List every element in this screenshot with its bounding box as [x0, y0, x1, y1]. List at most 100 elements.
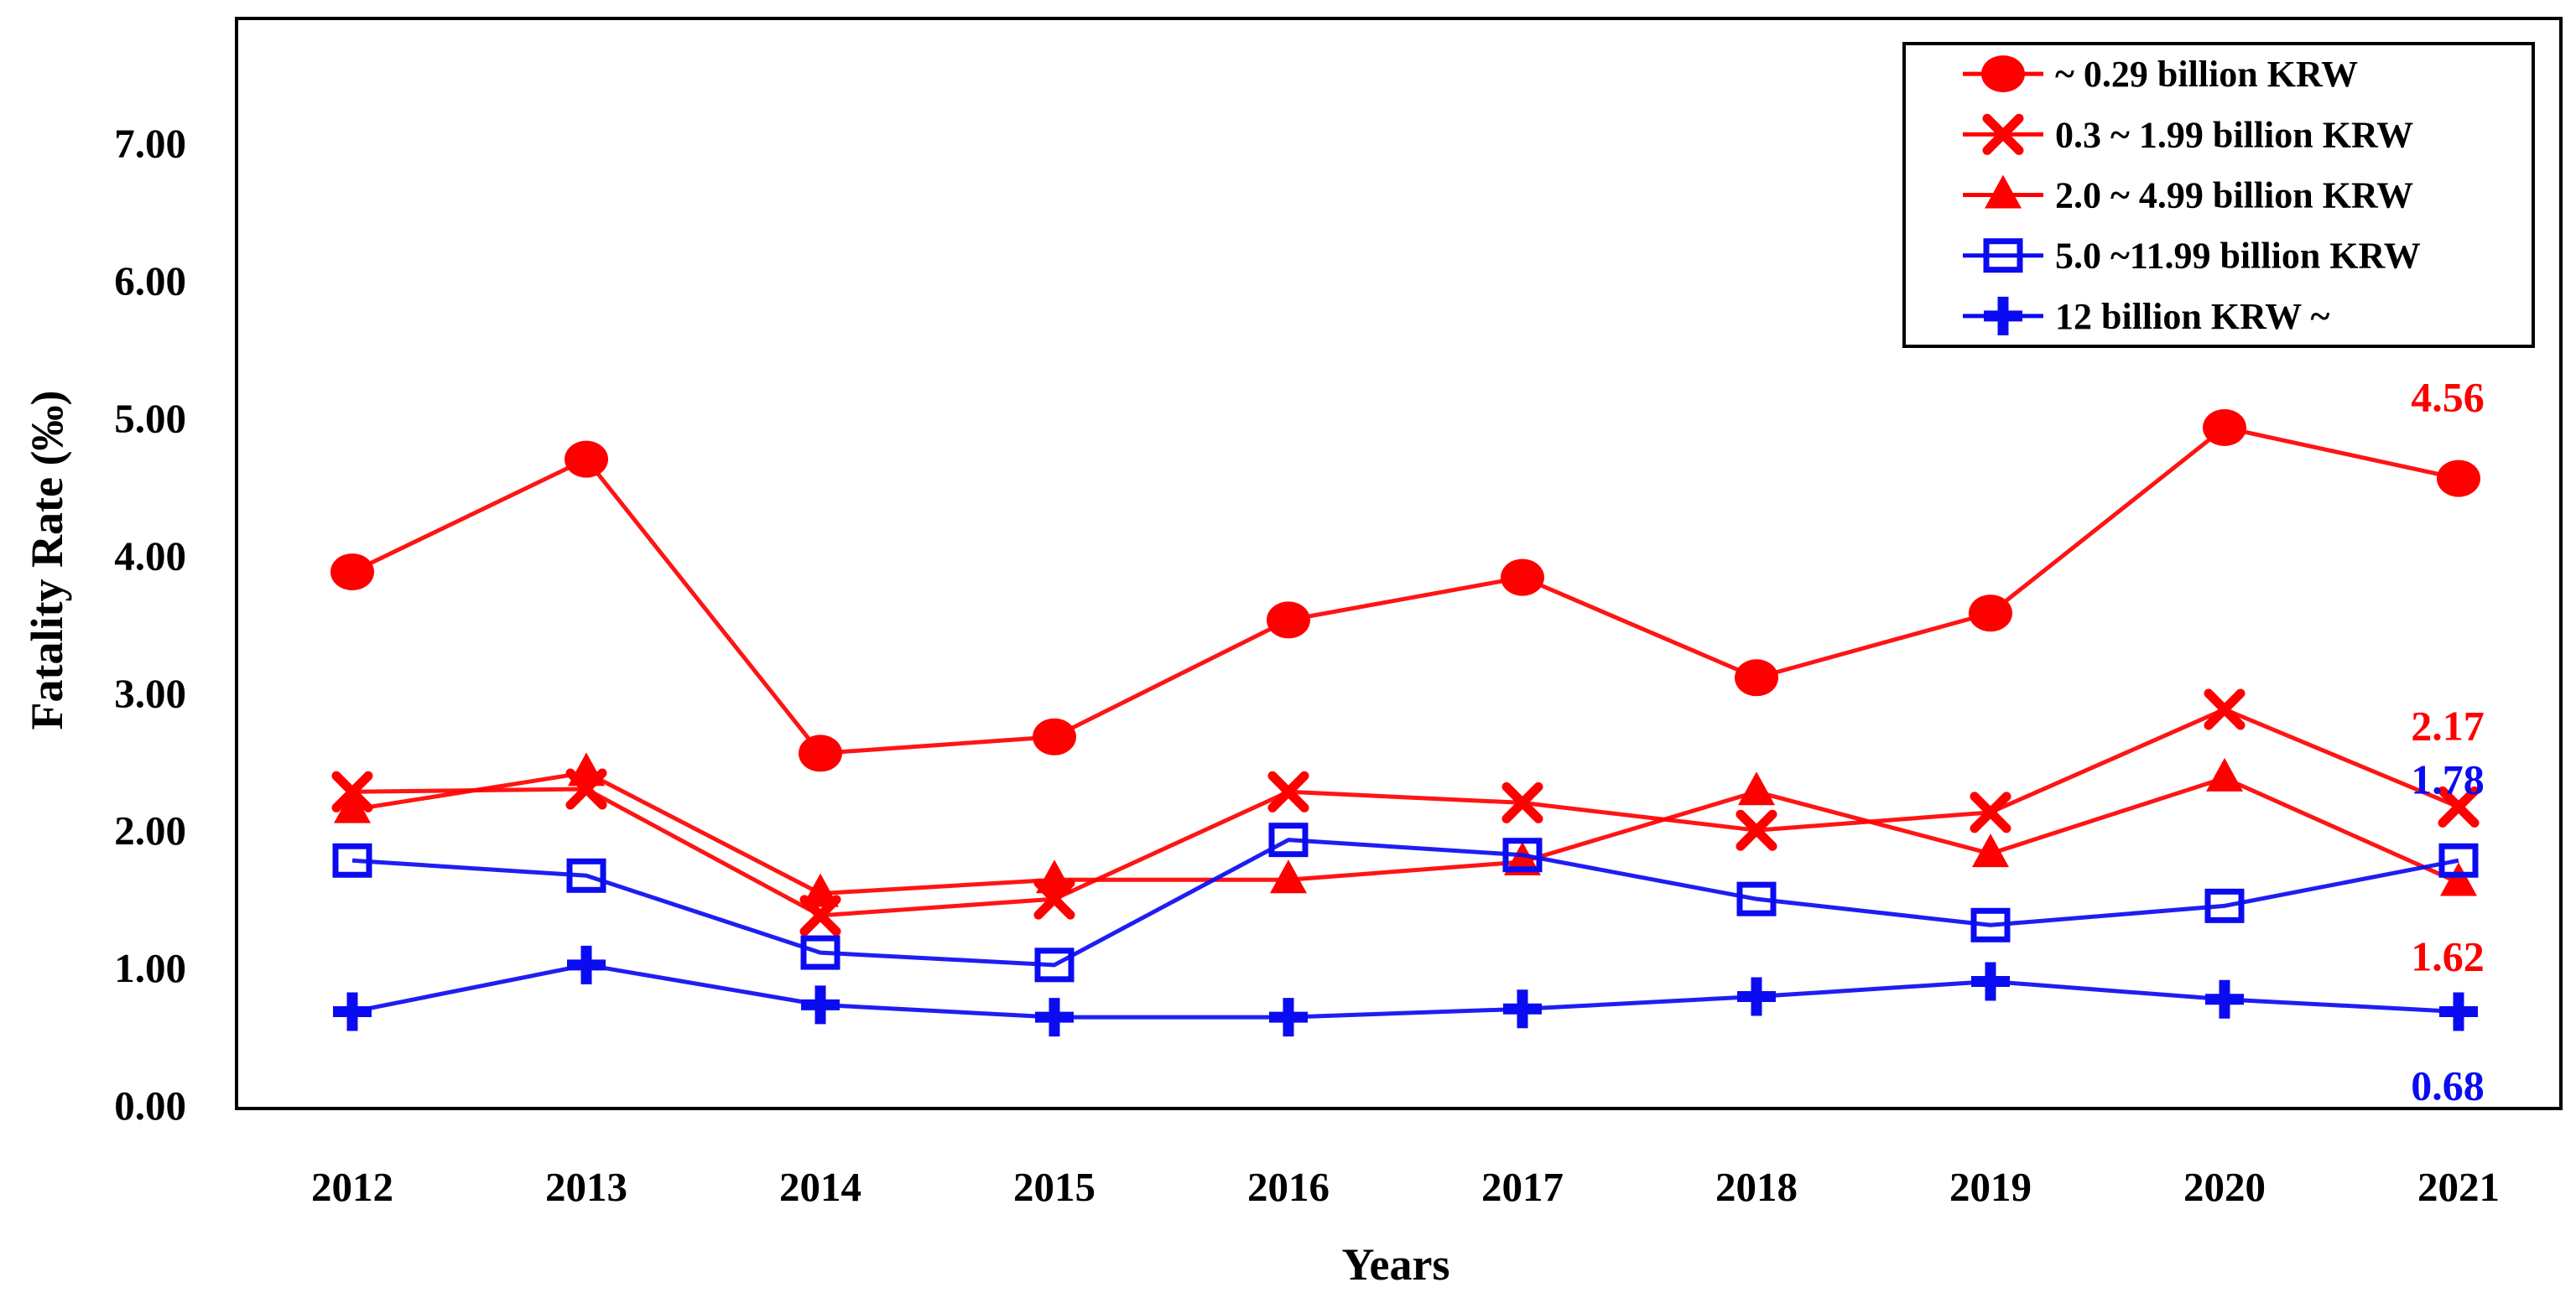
x-tick-label: 2018	[1715, 1164, 1798, 1210]
circle-marker	[1981, 55, 2025, 93]
plus-marker	[567, 945, 606, 984]
end-value-label: 1.78	[2411, 755, 2485, 802]
legend-row: 0.3 ~ 1.99 billion KRW	[1963, 113, 2413, 155]
plus-marker	[1737, 977, 1776, 1016]
circle-marker	[2203, 408, 2246, 446]
circle-marker	[1033, 718, 1076, 755]
triangle-marker	[2206, 757, 2243, 792]
end-value-label: 1.62	[2411, 932, 2485, 979]
plus-marker	[2205, 979, 2244, 1019]
triangle-marker	[334, 789, 371, 823]
circle-marker	[1735, 659, 1778, 697]
square-marker	[1502, 838, 1543, 873]
x-marker	[1736, 809, 1777, 851]
triangle-marker	[1036, 859, 1073, 894]
series-5	[333, 945, 2478, 1037]
series-line	[351, 770, 2460, 896]
x-tick-label: 2015	[1013, 1164, 1095, 1210]
x-tick-label: 2020	[2183, 1164, 2266, 1210]
circle-marker	[799, 735, 842, 772]
legend-label: ~ 0.29 billion KRW	[2055, 54, 2358, 95]
x-tick-label: 2019	[1949, 1164, 2032, 1210]
x-tick-label: 2013	[545, 1164, 627, 1210]
square-marker	[2438, 843, 2479, 878]
y-tick-label: 6.00	[114, 258, 186, 304]
square-marker	[1268, 823, 1309, 858]
y-tick-label: 4.00	[114, 532, 186, 579]
plus-marker	[1035, 998, 1074, 1037]
triangle-marker	[1972, 833, 2009, 868]
x-tick-label: 2014	[779, 1164, 861, 1210]
plot-frame	[235, 17, 2563, 1110]
series-2	[331, 688, 2480, 937]
end-value-label: 2.17	[2411, 702, 2485, 749]
legend-row: 2.0 ~ 4.99 billion KRW	[1963, 174, 2413, 216]
y-tick-label: 2.00	[114, 807, 186, 854]
circle-marker	[330, 553, 374, 591]
x-tick-label: 2016	[1247, 1164, 1330, 1210]
square-marker	[1034, 948, 1075, 983]
triangle-marker	[802, 873, 839, 907]
triangle-marker	[1270, 859, 1307, 894]
y-tick-label: 5.00	[114, 396, 186, 442]
legend: ~ 0.29 billion KRW 0.3 ~ 1.99 billion KRW…	[1902, 42, 2535, 348]
circle-marker	[1969, 594, 2012, 632]
square-marker	[1970, 907, 2011, 942]
circle-marker	[565, 440, 608, 478]
triangle-marker	[1985, 174, 2022, 209]
plus-marker	[2439, 992, 2478, 1031]
square-marker	[800, 935, 840, 970]
circle-marker	[2437, 459, 2480, 497]
triangle-marker	[2440, 862, 2477, 896]
legend-label: 5.0 ~11.99 billion KRW	[2055, 236, 2421, 277]
y-axis-title: Fatality Rate (‰)	[22, 390, 72, 730]
x-tick-label: 2017	[1481, 1164, 1564, 1210]
end-value-labels: 4.56 2.17 1.78 1.62 0.68	[2411, 374, 2485, 1109]
x-marker	[2438, 786, 2480, 828]
x-tick-label: 2021	[2417, 1164, 2500, 1210]
series-1	[330, 408, 2480, 772]
x-marker	[1267, 771, 1309, 813]
square-marker	[1736, 881, 1777, 916]
end-value-label: 4.56	[2411, 374, 2485, 421]
plus-marker	[1984, 296, 2022, 335]
triangle-marker	[1738, 771, 1775, 806]
square-marker	[1983, 238, 2023, 273]
x-marker	[1970, 792, 2011, 833]
x-marker	[1982, 113, 2024, 155]
x-marker	[1501, 781, 1543, 823]
circle-marker	[1501, 558, 1544, 596]
plus-marker	[333, 992, 372, 1031]
x-axis-title: Years	[1341, 1239, 1450, 1290]
legend-label: 12 billion KRW ~	[2055, 296, 2329, 337]
series-4	[332, 823, 2479, 983]
square-marker	[2204, 888, 2245, 923]
series-line	[351, 838, 2459, 968]
plus-marker	[1503, 989, 1542, 1029]
legend-label: 2.0 ~ 4.99 billion KRW	[2055, 175, 2413, 216]
y-tick-label: 7.00	[114, 121, 186, 167]
y-tick-label: 3.00	[114, 670, 186, 716]
square-marker	[332, 843, 372, 878]
legend-row: 12 billion KRW ~	[1963, 296, 2329, 337]
x-axis-tick-labels: 2012 2013 2014 2015 2016 2017 2018 2019 2020 2021	[311, 1164, 2500, 1210]
plus-marker	[1269, 998, 1308, 1037]
series-3	[334, 752, 2477, 907]
series-line	[351, 425, 2459, 755]
circle-marker	[1267, 601, 1310, 639]
legend-row: 5.0 ~11.99 billion KRW	[1963, 236, 2421, 277]
y-tick-label: 1.00	[114, 945, 186, 991]
y-axis-tick-labels: 7.00 6.00 5.00 4.00 3.00 2.00 1.00 0.00	[114, 121, 186, 1129]
x-marker	[2204, 688, 2246, 730]
legend-label: 0.3 ~ 1.99 billion KRW	[2055, 114, 2413, 155]
square-marker	[566, 858, 606, 893]
plus-marker	[801, 985, 840, 1025]
triangle-marker	[568, 752, 605, 787]
plus-marker	[1971, 962, 2010, 1001]
end-value-label: 0.68	[2411, 1062, 2485, 1109]
x-tick-label: 2012	[311, 1164, 393, 1210]
y-tick-label: 0.00	[114, 1083, 186, 1129]
series-line	[351, 707, 2459, 918]
